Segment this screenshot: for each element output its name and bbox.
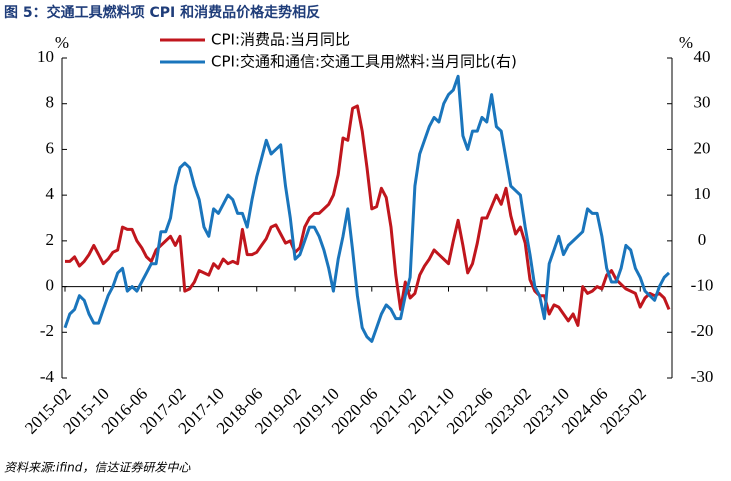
- y-tick-label: 0: [46, 275, 55, 294]
- y2-tick-label: 40: [694, 47, 711, 66]
- y-tick-label: 4: [46, 184, 55, 203]
- y-tick-label: 10: [37, 47, 54, 66]
- series-line: [65, 104, 671, 327]
- y2-tick-label: 20: [694, 138, 711, 157]
- y2-tick-label: -20: [691, 321, 714, 340]
- y2-tick-label: -30: [691, 367, 714, 386]
- source: 资料来源:ifind，信达证券研发中心: [4, 461, 191, 475]
- y2-tick-label: 10: [694, 184, 711, 203]
- legend-label: CPI:交通和通信:交通工具用燃料:当月同比(右): [211, 53, 517, 71]
- chart-title: 图 5：交通工具燃料项 CPI 和消费品价格走势相反: [4, 4, 320, 21]
- y-tick-label: 2: [46, 230, 55, 249]
- y2-tick-label: -10: [691, 275, 714, 294]
- y-tick-label: -4: [40, 367, 55, 386]
- y-tick-label: 6: [46, 138, 55, 157]
- series-line: [63, 74, 671, 343]
- y2-tick-label: 30: [694, 93, 711, 112]
- legend-label: CPI:消费品:当月同比: [211, 31, 350, 49]
- y2-tick-label: 0: [698, 230, 707, 249]
- y-tick-label: 8: [46, 93, 55, 112]
- y-unit: %: [55, 33, 69, 52]
- y-tick-label: -2: [40, 321, 54, 340]
- y2-unit: %: [679, 33, 693, 52]
